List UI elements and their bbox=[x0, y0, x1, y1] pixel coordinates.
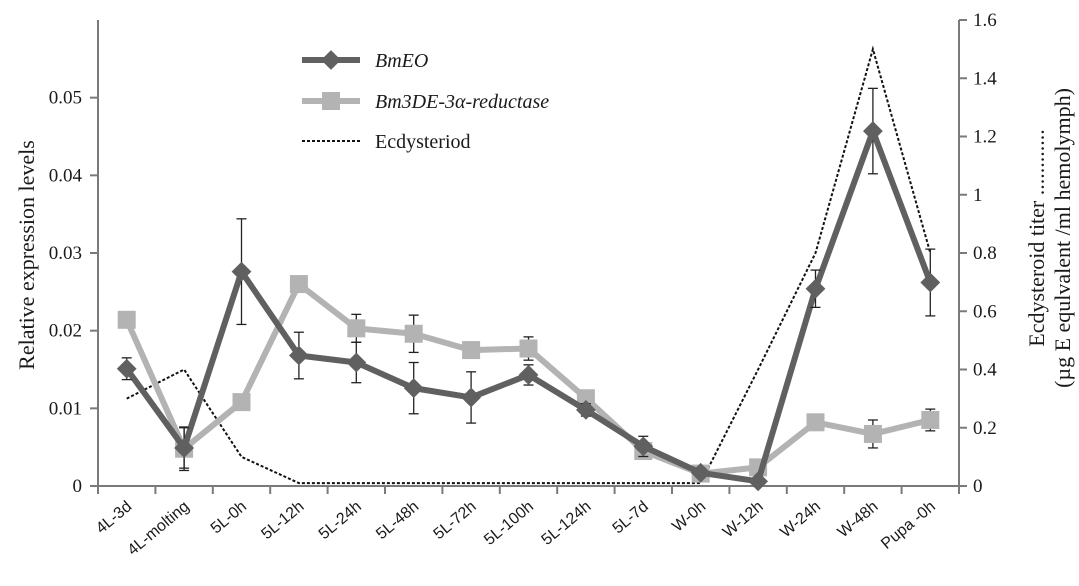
legend-marker-reductase bbox=[322, 92, 340, 110]
left-tick-label: 0.01 bbox=[49, 398, 82, 419]
x-tick-label: W-24h bbox=[777, 498, 824, 541]
bmeo-point bbox=[346, 352, 367, 373]
bmeo-point bbox=[461, 387, 481, 408]
bmeo-point bbox=[518, 365, 539, 385]
right-tick-label: 1 bbox=[973, 185, 983, 206]
reductase-point bbox=[576, 389, 595, 408]
x-tick-label: 5L-100h bbox=[481, 498, 537, 549]
bmeo-point bbox=[748, 471, 768, 492]
right-tick-label: 0.6 bbox=[973, 301, 997, 322]
bmeo-point bbox=[633, 436, 654, 457]
reductase-series bbox=[117, 275, 940, 483]
left-tick-label: 0.05 bbox=[49, 88, 82, 109]
right-axis-title-line1: Ecdysteroid titer ............ bbox=[1024, 129, 1049, 347]
right-tick-label: 0.8 bbox=[973, 243, 997, 264]
legend-entry-reductase: Bm3DE-3α-reductase bbox=[302, 91, 549, 113]
reductase-point bbox=[289, 275, 308, 294]
reductase-point bbox=[921, 410, 940, 429]
right-tick-label: 1.4 bbox=[973, 68, 997, 89]
x-tick-label: W-12h bbox=[720, 498, 767, 541]
left-tick-label: 0.02 bbox=[49, 321, 82, 342]
bmeo-point bbox=[863, 121, 883, 141]
legend-marker-bmeo bbox=[321, 50, 341, 70]
x-tick-label: 5L-7d bbox=[610, 498, 652, 537]
x-tick-label: 5L-124h bbox=[539, 498, 595, 549]
bmeo-point bbox=[174, 438, 194, 458]
bmeo-point bbox=[805, 278, 826, 299]
legend-entry-bmeo: BmEO bbox=[302, 50, 428, 72]
right-tick-label: 1.2 bbox=[973, 127, 997, 148]
reductase-point bbox=[404, 324, 423, 343]
reductase-point bbox=[462, 341, 481, 360]
left-axis: 0 0.01 0.02 0.03 0.04 0.05 bbox=[49, 20, 99, 497]
left-tick-label: 0 bbox=[73, 476, 83, 497]
left-tick-label: 0.03 bbox=[49, 243, 82, 264]
bmeo-point bbox=[920, 272, 941, 293]
legend: BmEO Bm3DE-3α-reductase Ecdysteriod bbox=[302, 50, 549, 153]
left-axis-ticks: 0 0.01 0.02 0.03 0.04 0.05 bbox=[49, 88, 98, 497]
legend-label-reductase: Bm3DE-3α-reductase bbox=[375, 91, 549, 113]
x-tick-label: W-0h bbox=[669, 498, 709, 535]
legend-entry-ecdysteriod: Ecdysteriod bbox=[302, 131, 471, 153]
reductase-point bbox=[806, 413, 825, 432]
x-tick-label: 5L-72h bbox=[431, 498, 480, 543]
x-tick-label: Pupa -0h bbox=[878, 498, 939, 553]
reductase-point bbox=[347, 319, 366, 338]
ecdysteriod-line bbox=[126, 45, 932, 485]
bmeo-point bbox=[690, 462, 711, 483]
right-axis-title-line2: (µg E equlvalent /ml hemolymph) bbox=[1050, 88, 1075, 388]
x-tick-label: 4L-molting bbox=[125, 498, 193, 559]
left-axis-title: Relative expression levels bbox=[14, 140, 39, 370]
right-axis-ticks: 0 0.2 0.4 0.6 0.8 1 1.2 1.4 1.6 bbox=[959, 10, 997, 497]
right-tick-label: 1.6 bbox=[973, 10, 997, 31]
x-tick-label: 5L-48h bbox=[373, 498, 422, 543]
x-tick-label: 4L-3d bbox=[93, 498, 135, 537]
right-axis: 0 0.2 0.4 0.6 0.8 1 1.2 1.4 1.6 bbox=[958, 10, 997, 497]
plot-area bbox=[116, 45, 941, 492]
x-tick-label: 5L-12h bbox=[258, 498, 307, 543]
right-tick-label: 0.4 bbox=[973, 360, 997, 381]
bmeo-point bbox=[116, 358, 137, 379]
right-tick-label: 0.2 bbox=[973, 418, 997, 439]
bmeo-point bbox=[289, 345, 309, 366]
bmeo-series bbox=[116, 87, 941, 492]
legend-label-bmeo: BmEO bbox=[375, 50, 428, 72]
reductase-point bbox=[117, 310, 136, 329]
x-tick-label: W-48h bbox=[835, 498, 882, 541]
x-tick-label: 5L-0h bbox=[208, 498, 250, 537]
bmeo-point bbox=[403, 378, 424, 399]
reductase-point bbox=[232, 393, 251, 412]
legend-label-ecdysteriod: Ecdysteriod bbox=[375, 131, 471, 153]
reductase-point bbox=[863, 424, 882, 443]
left-tick-label: 0.04 bbox=[49, 165, 83, 186]
bmeo-point bbox=[576, 399, 596, 420]
right-tick-label: 0 bbox=[973, 476, 983, 497]
reductase-point bbox=[519, 339, 538, 358]
x-tick-label: 5L-24h bbox=[316, 498, 365, 543]
bmeo-point bbox=[231, 261, 252, 282]
